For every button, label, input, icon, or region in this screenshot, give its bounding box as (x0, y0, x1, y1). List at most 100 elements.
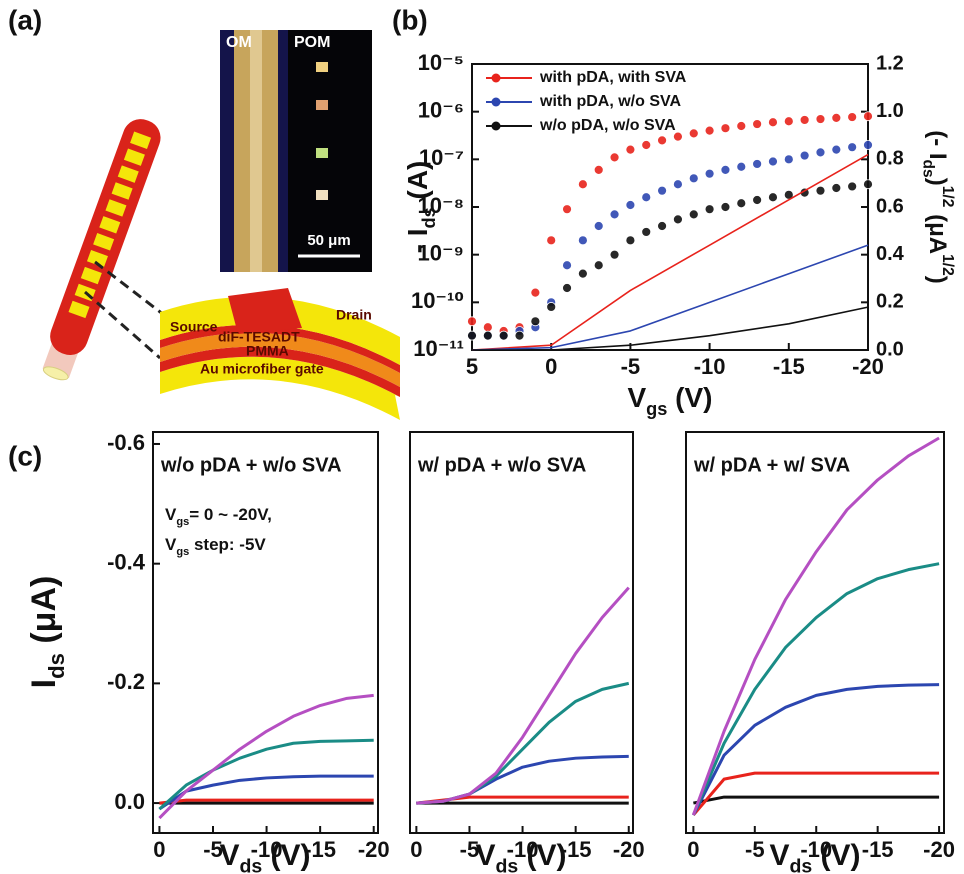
layer-label: Source (170, 319, 218, 335)
x-tick-label: 0 (545, 354, 557, 379)
data-point (578, 269, 587, 278)
x-axis-label: Vds (V) (475, 839, 566, 874)
x-tick-label: -5 (621, 354, 641, 379)
legend-marker (492, 98, 501, 107)
x-tick-label: -15 (773, 354, 805, 379)
data-point (800, 151, 809, 160)
plot-frame (410, 432, 633, 833)
y-axis-label: - Ids (A) (402, 161, 438, 254)
data-line (693, 685, 939, 815)
x-tick-label: 0 (410, 837, 422, 862)
data-point (737, 162, 746, 171)
data-point (499, 331, 508, 340)
pom-spot (316, 190, 328, 200)
y2-axis-label-part: 1/2 (939, 254, 956, 276)
data-point (832, 184, 841, 193)
annotation-part: step: -5V (189, 535, 266, 554)
y-axis-label-part: (A) (402, 161, 433, 208)
data-point (768, 157, 777, 166)
y-axis-label-part: (μA) (25, 576, 63, 653)
annotation-part: gs (176, 546, 189, 558)
data-point (768, 193, 777, 202)
pom-spot (316, 100, 328, 110)
y2-tick-label: 0.2 (876, 291, 904, 313)
channel (228, 288, 302, 334)
panel-label: (a) (8, 4, 42, 35)
data-line (416, 588, 628, 803)
x-axis-label: Vds (V) (769, 839, 860, 874)
x-tick-label: 0 (687, 837, 699, 862)
layer-label: PMMA (246, 343, 289, 359)
data-point (468, 317, 477, 326)
annotation-part: = 0 ~ -20V, (189, 505, 272, 524)
x-axis-label-part: (V) (812, 839, 860, 872)
data-point (753, 159, 762, 168)
data-point (531, 288, 540, 297)
micrograph: OM POM 50 μm (220, 30, 372, 272)
data-line (472, 245, 868, 350)
data-point (673, 180, 682, 189)
data-point (689, 210, 698, 219)
x-tick-label: -15 (862, 837, 894, 862)
layer-label: Drain (336, 307, 372, 323)
y-tick-label: 10⁻¹¹ (413, 336, 464, 361)
y2-tick-label: 0.4 (876, 243, 905, 265)
panel-label: (b) (392, 4, 428, 35)
data-point (610, 250, 619, 259)
data-point (832, 145, 841, 154)
data-point (673, 215, 682, 224)
chart-title: w/o pDA + w/o SVA (160, 454, 342, 476)
data-point (594, 221, 603, 230)
data-point (705, 205, 714, 214)
legend-marker (492, 74, 501, 83)
plot-frame (153, 432, 378, 833)
layer-label: Au microfiber gate (200, 361, 324, 377)
data-point (848, 143, 857, 152)
data-point (578, 236, 587, 245)
x-axis-label-part: V (769, 839, 789, 872)
x-axis-label-part: V (219, 839, 239, 872)
x-axis-label: Vgs (V) (627, 382, 712, 418)
data-line (693, 438, 939, 815)
y2-tick-label: 0.0 (876, 338, 904, 360)
x-axis-label-part: ds (495, 856, 518, 874)
data-point (594, 261, 603, 270)
y-tick-label: 10⁻⁶ (418, 97, 464, 122)
y-axis-label-part: ds (419, 207, 439, 228)
x-axis-label-part: V (475, 839, 495, 872)
x-tick-label: -20 (358, 837, 390, 862)
annotation: Vgs step: -5V (165, 535, 266, 557)
y2-axis-label-part: ) (924, 178, 951, 186)
y2-axis-label: (- Ids)1/2 (μA1/2) (919, 130, 955, 284)
y-tick-label: 10⁻¹⁰ (411, 288, 464, 313)
x-axis-label-part: gs (646, 399, 667, 419)
data-line (693, 797, 939, 803)
x-axis-label-part: ds (789, 856, 812, 874)
data-point (642, 227, 651, 236)
x-tick-label: 5 (466, 354, 478, 379)
y2-axis-label-part: (μA (924, 207, 951, 254)
y-axis-label-part: I (25, 679, 63, 688)
data-point (626, 236, 635, 245)
data-point (563, 283, 572, 292)
data-point (642, 140, 651, 149)
data-point (610, 153, 619, 162)
x-tick-label: -20 (613, 837, 645, 862)
data-point (578, 180, 587, 189)
data-point (531, 317, 540, 326)
data-point (784, 155, 793, 164)
y2-axis-label-part: ds (919, 160, 936, 179)
fiber-om-highlight (250, 30, 262, 272)
scale-bar-label: 50 μm (307, 232, 350, 249)
chart-title: w/ pDA + w/ SVA (693, 454, 850, 476)
data-point (642, 193, 651, 202)
y-axis-label-part: - I (402, 229, 433, 254)
data-line (416, 683, 628, 803)
y-axis-label: Ids (μA) (25, 576, 69, 689)
legend-label: w/o pDA, w/o SVA (539, 117, 676, 134)
data-point (563, 261, 572, 270)
data-point (816, 148, 825, 157)
y-tick-label: -0.4 (107, 549, 146, 574)
pom-spot (316, 148, 328, 158)
chart-title: w/ pDA + w/o SVA (417, 454, 586, 476)
